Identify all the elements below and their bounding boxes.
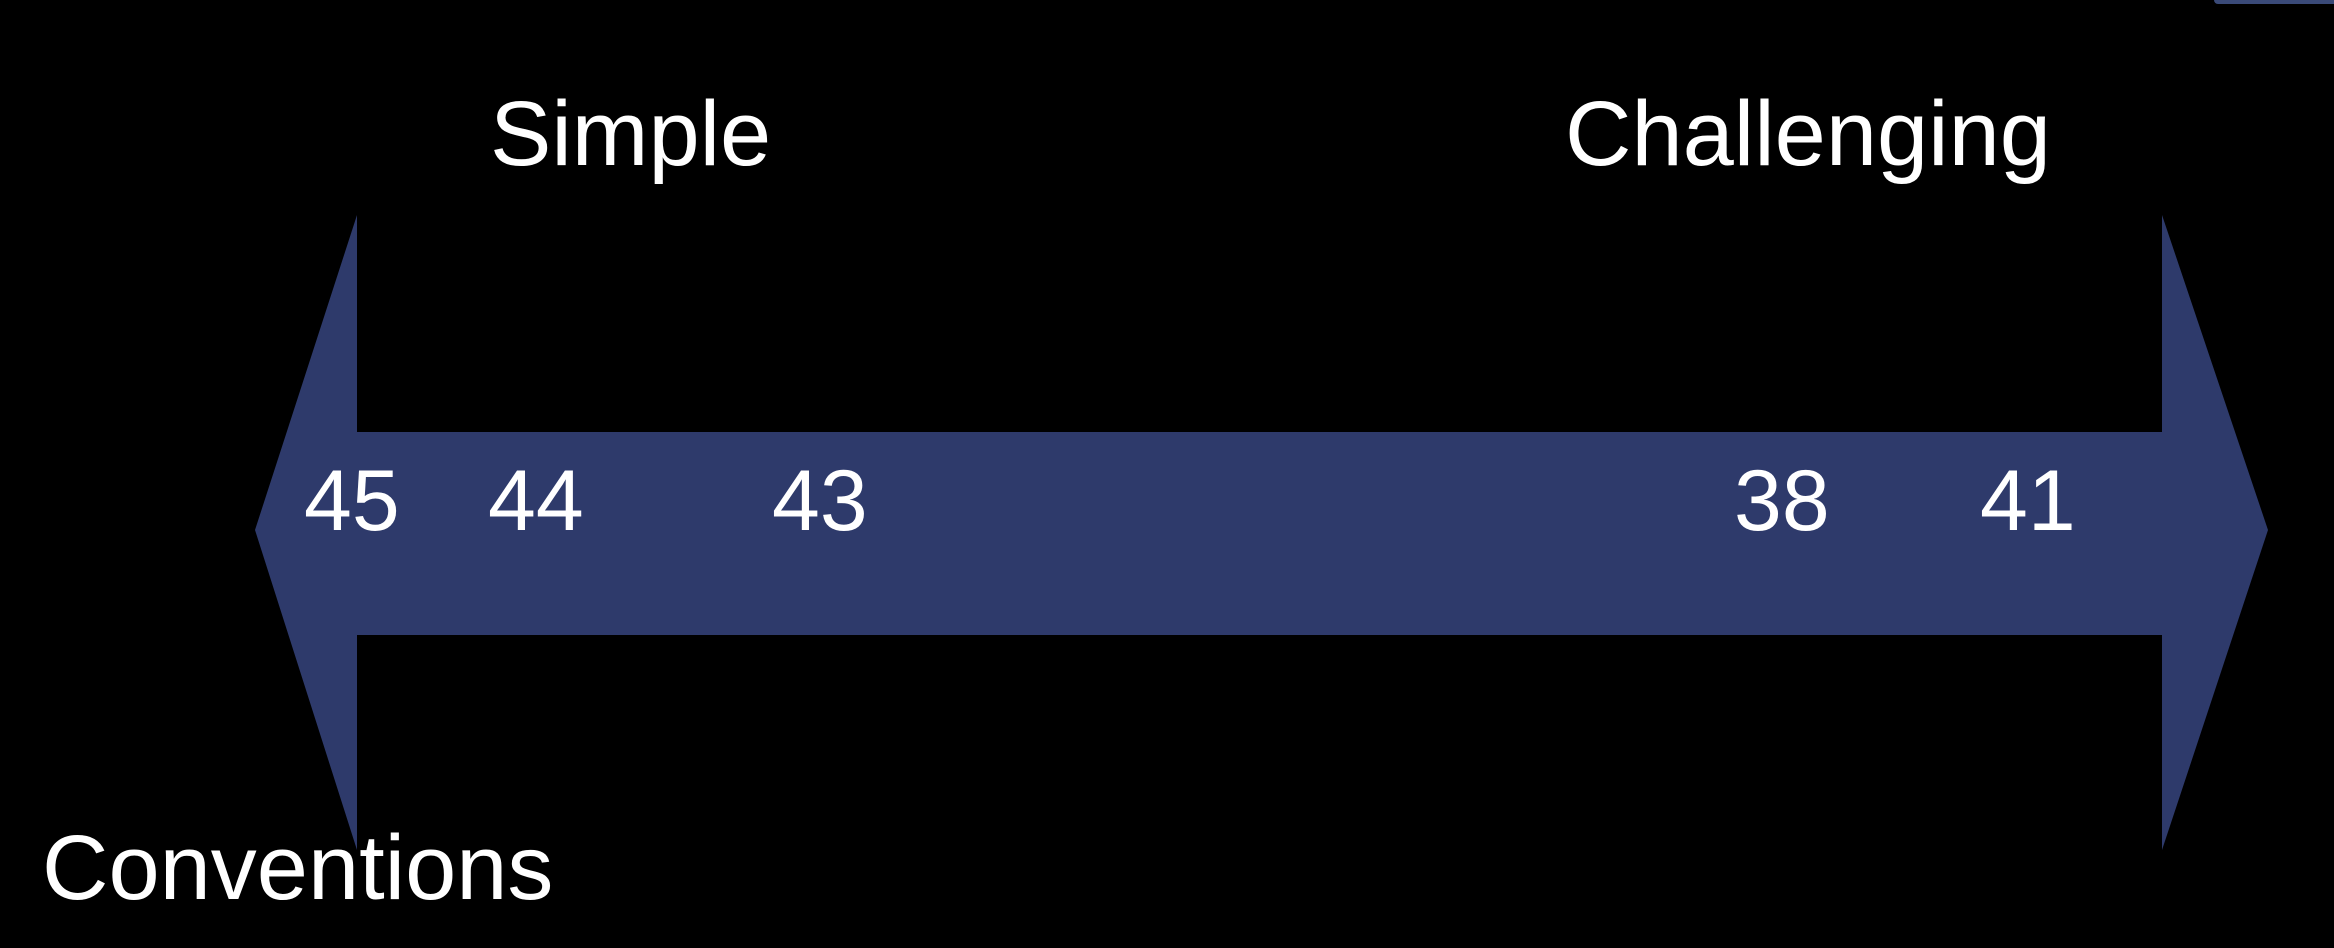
scale-number: 41 — [1980, 453, 2076, 549]
caption-conventions: Conventions — [42, 817, 554, 919]
label-challenging: Challenging — [1565, 83, 2051, 185]
scale-number: 43 — [772, 453, 868, 549]
scale-number: 38 — [1734, 453, 1830, 549]
corner-accent — [2214, 0, 2334, 4]
label-simple: Simple — [490, 83, 772, 185]
scale-number: 44 — [488, 453, 584, 549]
arrow-shape — [255, 215, 2268, 850]
scale-number: 45 — [304, 453, 400, 549]
